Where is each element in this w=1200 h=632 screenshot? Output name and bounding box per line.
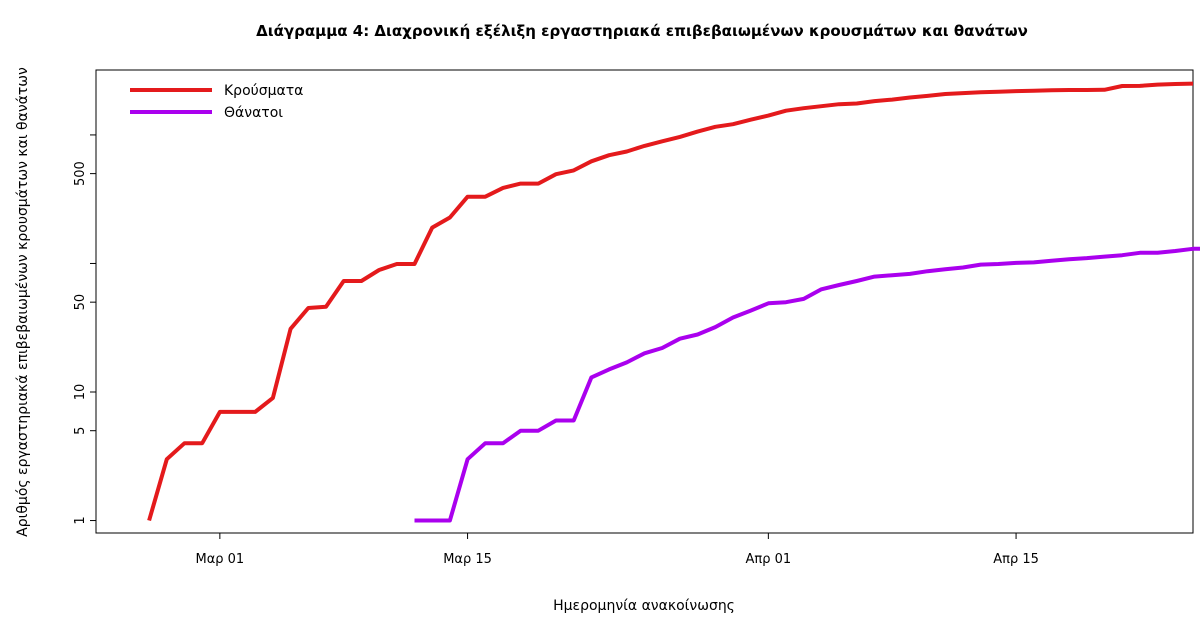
series-line-1 — [147, 81, 1194, 522]
y-tick-label: 10 — [73, 384, 88, 401]
x-axis: Μαρ 01 Μαρ 15 Απρ 01 Απρ 15 — [195, 532, 1039, 567]
x-axis-label: Ημερομηνία ανακοίνωσης — [553, 598, 735, 614]
x-tick-label: Απρ 15 — [993, 552, 1039, 567]
x-tick-label: Μαρ 01 — [195, 552, 244, 567]
x-tick-label: Μαρ 15 — [443, 552, 492, 567]
plot-frame — [95, 69, 1194, 534]
legend-label-1: Κρούσματα — [224, 83, 303, 99]
y-axis: 1 5 10 50 500 — [73, 134, 97, 525]
series-layer — [147, 81, 1200, 523]
legend: Κρούσματα Θάνατοι — [130, 83, 303, 121]
x-tick-label: Απρ 01 — [746, 552, 792, 567]
y-tick-label: 500 — [73, 161, 88, 186]
legend-label-2: Θάνατοι — [224, 105, 283, 121]
series-line-2 — [414, 246, 1200, 523]
y-axis-label: Αριθμός εργαστηριακά επιβεβαιωμένων κρου… — [15, 67, 31, 537]
y-tick-label: 1 — [73, 516, 88, 524]
y-tick-label: 50 — [73, 294, 88, 311]
chart-title: Διάγραμμα 4: Διαχρονική εξέλιξη εργαστηρ… — [256, 22, 1028, 40]
y-tick-label: 5 — [73, 427, 88, 435]
